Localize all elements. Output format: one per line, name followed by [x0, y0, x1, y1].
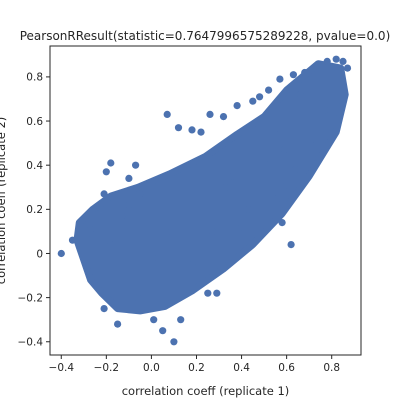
scatter-point: [107, 159, 115, 167]
scatter-point: [197, 128, 205, 136]
dense-point-region: [73, 60, 349, 315]
y-tick-label: 0: [36, 248, 43, 260]
x-tick-label: 0.6: [278, 362, 295, 374]
scatter-point: [134, 294, 142, 302]
scatter-point: [233, 102, 241, 110]
scatter-point: [136, 190, 144, 198]
scatter-point: [96, 203, 104, 211]
y-axis-ticks: −0.4 −0.2 0 0.2 0.4 0.6 0.8: [18, 72, 50, 349]
x-tick-label: 0.8: [323, 362, 340, 374]
scatter-point: [287, 241, 295, 249]
scatter-point: [289, 71, 297, 79]
scatter-point: [208, 227, 216, 235]
x-tick-label: 0.0: [143, 362, 160, 374]
x-tick-label: −0.4: [49, 362, 75, 374]
scatter-point: [244, 205, 252, 213]
axes-frame: [49, 45, 362, 356]
x-tick-label: −0.2: [94, 362, 120, 374]
scatter-point: [154, 254, 162, 262]
scatter-point: [265, 86, 273, 94]
scatter-point: [213, 289, 221, 297]
scatter-point: [256, 93, 264, 101]
scatter-point: [159, 327, 167, 335]
scatter-point-cloud: [73, 60, 349, 315]
scatter-point: [68, 236, 77, 244]
scatter-point: [278, 219, 286, 227]
scatter-point: [163, 110, 171, 118]
scatter-point: [87, 225, 95, 233]
scatter-point: [118, 212, 126, 220]
scatter-point: [238, 223, 246, 231]
scatter-point: [307, 141, 315, 149]
scatter-point: [170, 338, 178, 346]
scatter-point: [332, 55, 340, 63]
scatter-point: [323, 57, 331, 65]
scatter-point: [100, 190, 108, 198]
scatter-point: [228, 172, 237, 180]
scatter-point: [301, 68, 309, 77]
scatter-point: [204, 289, 212, 297]
scatter-point: [292, 166, 300, 174]
scatter-point: [343, 64, 352, 72]
scatter-point: [206, 110, 214, 118]
chart-title: PearsonRResult(statistic=0.7647996575289…: [20, 29, 391, 43]
y-tick-label: 0.6: [26, 116, 43, 128]
scatter-point: [132, 161, 140, 169]
scatter-point: [125, 174, 133, 182]
scatter-point: [260, 157, 268, 165]
scatter-point: [283, 181, 291, 189]
scatter-point: [107, 241, 115, 249]
y-tick-label: −0.2: [18, 292, 44, 304]
scatter-point: [321, 106, 329, 114]
y-tick-label: −0.4: [18, 337, 44, 349]
scatter-point: [188, 126, 196, 134]
scatter-point: [177, 316, 185, 324]
scatter-point: [174, 124, 183, 132]
scatter-point: [168, 227, 176, 235]
scatter-point: [219, 113, 228, 121]
x-tick-label: 0.4: [233, 362, 250, 374]
y-tick-label: 0.4: [26, 160, 43, 172]
scatter-point: [296, 91, 304, 99]
y-tick-label: 0.2: [26, 204, 43, 216]
scatter-point: [280, 146, 288, 154]
scatter-point: [274, 194, 282, 202]
scatter-point: [312, 62, 320, 70]
scatter-point: [114, 320, 122, 328]
x-axis-ticks: −0.4 −0.2 0.0 0.2 0.4 0.6 0.8: [49, 355, 340, 374]
scatter-point: [57, 249, 65, 258]
scatter-point: [100, 305, 108, 313]
x-axis-label: correlation coeff (replicate 1): [122, 384, 290, 398]
scatter-point: [222, 183, 230, 191]
scatter-point: [188, 260, 196, 269]
scatter-point: [271, 130, 279, 138]
scatter-point: [276, 75, 284, 83]
scatter-point: [125, 201, 133, 209]
scatter-point: [339, 57, 347, 65]
y-tick-label: 0.8: [26, 72, 43, 84]
scatter-point: [102, 168, 110, 176]
y-axis-label: correlation coeff (replicate 2): [0, 117, 8, 285]
scatter-point: [82, 232, 90, 240]
scatter-point: [150, 316, 158, 324]
scatter-points: [57, 55, 352, 346]
scatter-point: [249, 97, 257, 105]
x-tick-label: 0.2: [188, 362, 205, 374]
